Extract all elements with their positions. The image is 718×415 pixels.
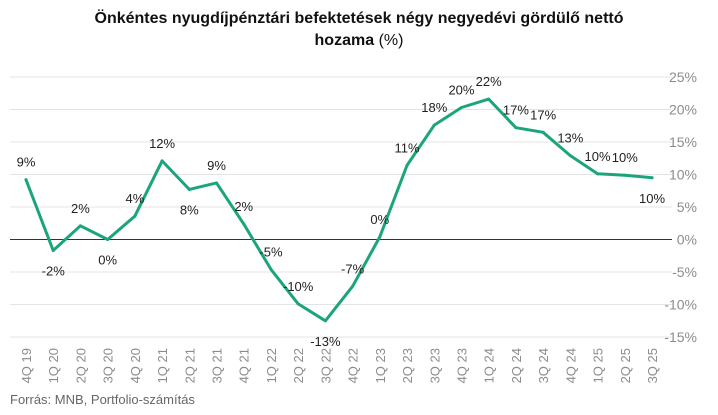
y-tick-label: 0% <box>677 232 697 248</box>
x-tick-label: 4Q 20 <box>128 348 143 383</box>
data-label: -13% <box>310 334 341 349</box>
x-tick-label: 4Q 22 <box>346 348 361 383</box>
data-label: -5% <box>259 244 283 259</box>
x-tick-label: 1Q 22 <box>264 348 279 383</box>
data-label: 9% <box>17 155 36 170</box>
data-point <box>51 249 55 253</box>
x-tick-label: 3Q 21 <box>210 348 225 383</box>
data-point <box>242 222 246 226</box>
y-tick-label: 5% <box>677 199 697 215</box>
chart-title: Önkéntes nyugdíjpénztári befektetések né… <box>0 8 718 52</box>
data-point <box>24 178 28 182</box>
x-tick-label: 2Q 22 <box>291 348 306 383</box>
series-line <box>24 97 654 323</box>
x-tick-label: 4Q 24 <box>563 348 578 383</box>
data-label: -10% <box>283 279 314 294</box>
data-point <box>187 187 191 191</box>
data-label: -7% <box>341 261 365 276</box>
chart-title-line2: hozama <box>314 32 375 49</box>
data-point <box>650 176 654 180</box>
y-tick-label: 15% <box>669 134 697 150</box>
x-tick-label: 1Q 20 <box>46 348 61 383</box>
y-tick-label: 10% <box>669 167 697 183</box>
data-point <box>269 267 273 271</box>
data-label: 11% <box>395 140 420 155</box>
x-tick-label: 1Q 23 <box>373 348 388 383</box>
chart-title-main: Önkéntes nyugdíjpénztári befektetések né… <box>94 10 624 27</box>
data-label: 17% <box>503 103 529 118</box>
y-tick-label: -5% <box>672 264 697 280</box>
data-point <box>133 214 137 218</box>
data-point <box>106 238 110 241</box>
x-tick-label: 3Q 22 <box>318 348 333 383</box>
data-point <box>378 235 382 239</box>
y-tick-label: -10% <box>664 297 697 313</box>
data-point <box>351 284 355 288</box>
data-label: 8% <box>180 202 199 217</box>
y-tick-label: 25% <box>669 69 697 85</box>
x-tick-label: 1Q 25 <box>591 348 606 383</box>
data-point <box>623 173 627 177</box>
data-label: 17% <box>530 107 556 122</box>
data-point <box>596 172 600 176</box>
data-point <box>514 126 518 130</box>
data-label: 22% <box>476 74 502 89</box>
x-tick-label: 4Q 21 <box>237 348 252 383</box>
x-tick-label: 4Q 19 <box>19 348 34 383</box>
data-point <box>215 181 219 185</box>
x-tick-label: 1Q 24 <box>482 348 497 383</box>
data-label: 13% <box>557 131 583 146</box>
y-tick-label: 20% <box>669 102 697 118</box>
chart-title-unit: (%) <box>378 32 404 49</box>
x-tick-label: 2Q 23 <box>400 348 415 383</box>
data-label: 20% <box>448 83 474 98</box>
data-label: 12% <box>149 136 175 151</box>
x-tick-label: 3Q 24 <box>536 348 551 383</box>
x-tick-label: 2Q 24 <box>509 348 524 383</box>
source-note: Forrás: MNB, Portfolio-számítás <box>10 392 195 407</box>
x-tick-label: 3Q 23 <box>427 348 442 383</box>
x-tick-label: 2Q 21 <box>182 348 197 383</box>
data-label: 18% <box>421 100 447 115</box>
x-tick-label: 3Q 20 <box>101 348 116 383</box>
x-tick-label: 1Q 21 <box>155 348 170 383</box>
x-tick-label: 2Q 25 <box>618 348 633 383</box>
data-point <box>568 154 572 158</box>
data-point <box>487 97 491 101</box>
data-label: 10% <box>639 191 665 206</box>
data-point <box>541 130 545 134</box>
data-point <box>405 163 409 167</box>
data-label: 0% <box>370 212 389 227</box>
data-point <box>78 224 82 228</box>
x-tick-label: 4Q 23 <box>454 348 469 383</box>
data-label: -2% <box>42 264 66 279</box>
y-tick-label: -15% <box>664 329 697 345</box>
data-label: 2% <box>71 201 90 216</box>
x-tick-label: 3Q 25 <box>645 348 660 383</box>
data-label: 2% <box>234 199 253 214</box>
data-label: 0% <box>98 253 117 268</box>
data-point <box>432 123 436 127</box>
data-point <box>160 159 164 163</box>
data-point <box>296 302 300 306</box>
x-tick-label: 2Q 20 <box>73 348 88 383</box>
data-label: 10% <box>585 149 611 164</box>
data-point <box>323 319 327 323</box>
data-label: 9% <box>207 158 226 173</box>
data-point <box>459 106 463 110</box>
data-label: 10% <box>612 150 638 165</box>
data-label: 4% <box>125 191 144 206</box>
